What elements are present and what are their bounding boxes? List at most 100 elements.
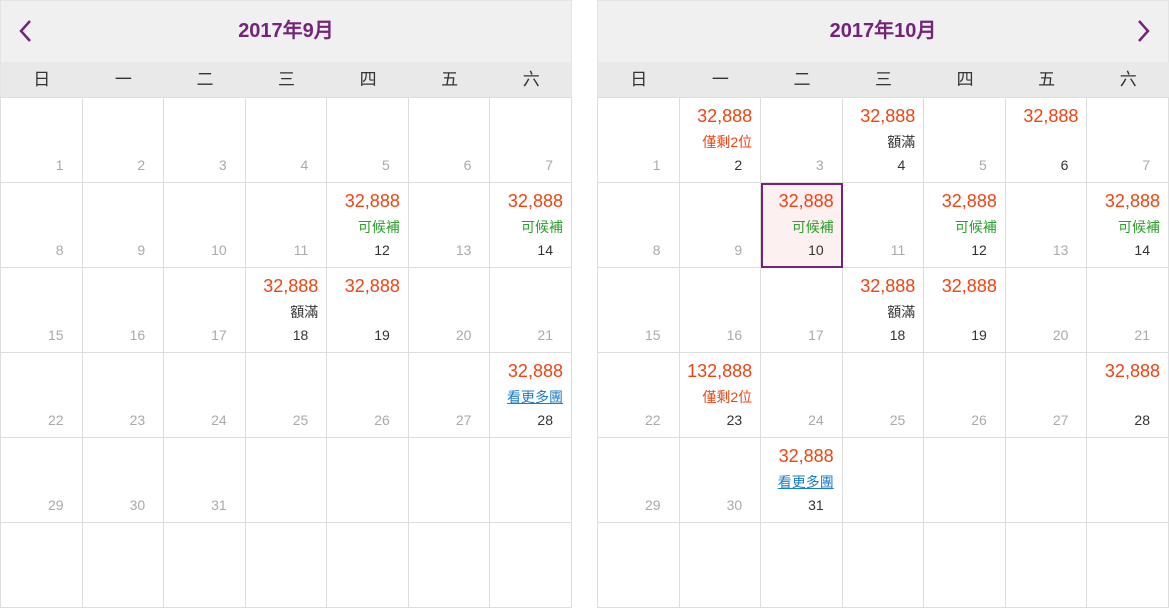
tour-price: 32,888 bbox=[860, 106, 916, 126]
day-cell: 16 bbox=[679, 268, 762, 353]
day-cell: 9 bbox=[82, 183, 165, 268]
chevron-right-icon[interactable] bbox=[1128, 16, 1158, 46]
day-cell: 5 bbox=[327, 98, 409, 183]
day-cell: 29 bbox=[598, 438, 680, 523]
day-cell: 1 bbox=[598, 98, 680, 183]
availability-status: 僅剩2位 bbox=[702, 389, 753, 405]
day-cell: 6 bbox=[408, 98, 491, 183]
availability-status: 額滿 bbox=[290, 304, 319, 320]
day-number: 26 bbox=[374, 412, 390, 428]
day-cell[interactable]: 32,888 可候補 14 bbox=[490, 183, 572, 268]
day-number: 1 bbox=[55, 157, 64, 173]
day-number: 3 bbox=[218, 157, 227, 173]
day-number: 11 bbox=[293, 242, 309, 258]
day-number: 10 bbox=[808, 242, 824, 258]
empty-cell bbox=[1087, 438, 1169, 523]
day-cell[interactable]: 32,888 6 bbox=[1005, 98, 1088, 183]
weekday-thu: 四 bbox=[956, 70, 974, 89]
tour-price: 132,888 bbox=[687, 361, 753, 381]
empty-cell bbox=[1087, 523, 1169, 608]
more-tours-link[interactable]: 看更多團 bbox=[506, 389, 563, 405]
day-cell[interactable]: 32,888 可候補 12 bbox=[327, 183, 409, 268]
day-cell: 26 bbox=[924, 353, 1006, 438]
tour-price: 32,888 bbox=[344, 191, 400, 211]
day-number: 21 bbox=[1134, 327, 1150, 343]
weekday-thu: 四 bbox=[359, 70, 377, 89]
day-cell[interactable]: 32,888 19 bbox=[327, 268, 409, 353]
weekday-wed: 三 bbox=[278, 70, 296, 89]
day-number: 8 bbox=[652, 242, 661, 258]
empty-cell bbox=[598, 523, 680, 608]
day-cell[interactable]: 32,888 額滿 18 bbox=[842, 268, 925, 353]
day-cell: 1 bbox=[1, 98, 83, 183]
weekday-header: 日 一 二 三 四 五 六 bbox=[0, 62, 572, 97]
day-cell[interactable]: 132,888 僅剩2位 23 bbox=[679, 353, 762, 438]
day-number: 22 bbox=[47, 412, 64, 428]
day-number: 18 bbox=[889, 327, 906, 343]
day-number: 1 bbox=[652, 157, 661, 173]
day-number: 6 bbox=[463, 157, 472, 173]
day-number: 17 bbox=[211, 327, 227, 343]
empty-cell bbox=[1005, 438, 1088, 523]
empty-cell bbox=[842, 438, 925, 523]
availability-status: 可候補 bbox=[520, 219, 563, 235]
day-cell[interactable]: 32,888 僅剩2位 2 bbox=[679, 98, 762, 183]
tour-price: 32,888 bbox=[941, 276, 997, 296]
day-cell[interactable]: 32,888 可候補 10 bbox=[761, 183, 843, 268]
day-cell: 20 bbox=[408, 268, 491, 353]
tour-price: 32,888 bbox=[507, 361, 563, 381]
more-tours-link[interactable]: 看更多團 bbox=[777, 474, 834, 490]
tour-price: 32,888 bbox=[344, 276, 400, 296]
empty-cell bbox=[245, 523, 328, 608]
day-number: 12 bbox=[374, 242, 390, 258]
day-cell[interactable]: 32,888 可候補 14 bbox=[1087, 183, 1169, 268]
day-cell[interactable]: 32,888 28 bbox=[1087, 353, 1169, 438]
day-number: 6 bbox=[1060, 157, 1069, 173]
empty-cell bbox=[245, 438, 328, 523]
tour-price: 32,888 bbox=[860, 276, 916, 296]
tour-price: 32,888 bbox=[1104, 361, 1160, 381]
day-cell[interactable]: 32,888 額滿 18 bbox=[245, 268, 328, 353]
tour-price: 32,888 bbox=[778, 191, 834, 211]
day-number: 27 bbox=[1052, 412, 1069, 428]
day-cell: 27 bbox=[1005, 353, 1088, 438]
day-cell: 23 bbox=[82, 353, 165, 438]
day-number: 29 bbox=[644, 497, 661, 513]
day-cell[interactable]: 32,888 可候補 12 bbox=[924, 183, 1006, 268]
empty-cell bbox=[1005, 523, 1088, 608]
day-cell: 11 bbox=[842, 183, 925, 268]
weekday-tue: 二 bbox=[196, 70, 214, 89]
day-cell[interactable]: 32,888 額滿 4 bbox=[842, 98, 925, 183]
day-cell: 25 bbox=[245, 353, 328, 438]
empty-cell bbox=[327, 438, 409, 523]
day-number: 24 bbox=[808, 412, 824, 428]
availability-status: 可候補 bbox=[791, 219, 834, 235]
day-number: 28 bbox=[537, 412, 553, 428]
availability-status: 僅剩2位 bbox=[702, 134, 753, 150]
chevron-left-icon[interactable] bbox=[11, 16, 41, 46]
day-number: 9 bbox=[734, 242, 743, 258]
day-number: 4 bbox=[897, 157, 906, 173]
day-cell: 22 bbox=[1, 353, 83, 438]
empty-cell bbox=[924, 438, 1006, 523]
weekday-sat: 六 bbox=[522, 70, 540, 89]
day-number: 12 bbox=[971, 242, 987, 258]
day-number: 26 bbox=[971, 412, 987, 428]
day-number: 30 bbox=[129, 497, 146, 513]
availability-status: 額滿 bbox=[887, 134, 916, 150]
day-cell[interactable]: 32,888 19 bbox=[924, 268, 1006, 353]
day-number: 14 bbox=[537, 242, 553, 258]
day-cell: 9 bbox=[679, 183, 762, 268]
empty-cell bbox=[679, 523, 762, 608]
day-cell: 15 bbox=[598, 268, 680, 353]
day-cell: 30 bbox=[679, 438, 762, 523]
calendar-header: 2017年10月 bbox=[597, 0, 1169, 62]
day-cell: 13 bbox=[408, 183, 491, 268]
month-title: 2017年10月 bbox=[829, 20, 937, 42]
day-cell: 29 bbox=[1, 438, 83, 523]
day-cell[interactable]: 32,888 看更多團 28 bbox=[490, 353, 572, 438]
empty-cell bbox=[490, 438, 572, 523]
day-cell: 3 bbox=[761, 98, 843, 183]
day-cell: 21 bbox=[1087, 268, 1169, 353]
day-cell[interactable]: 32,888 看更多團 31 bbox=[761, 438, 843, 523]
